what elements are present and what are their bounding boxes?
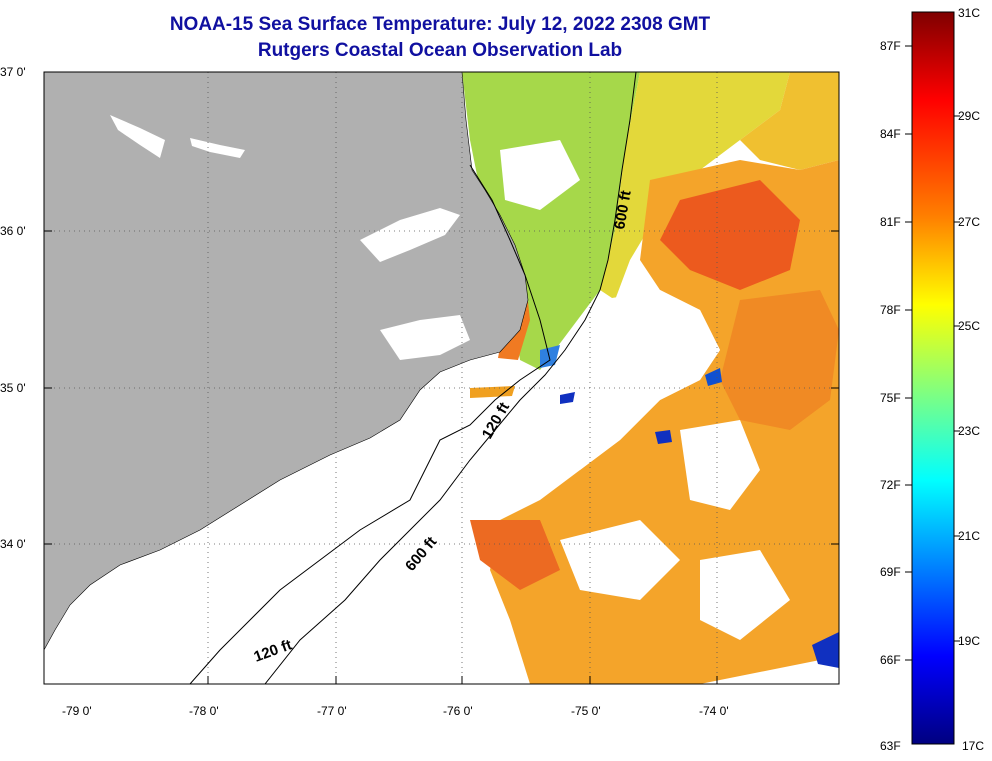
colorbar-label-78f: 78F xyxy=(880,303,901,317)
colorbar-label-81f: 81F xyxy=(880,215,901,229)
lat-label-34: 34 0' xyxy=(0,537,26,551)
lon-label-74: -74 0' xyxy=(699,704,729,718)
colorbar-label-72f: 72F xyxy=(880,478,901,492)
colorbar-label-25c: 25C xyxy=(958,319,981,333)
lat-label-35: 35 0' xyxy=(0,381,26,395)
lon-label-75: -75 0' xyxy=(571,704,601,718)
lat-lon-grid xyxy=(44,72,839,684)
colorbar-label-69f: 69F xyxy=(880,565,901,579)
bathymetry-contours xyxy=(189,72,637,684)
colorbar-label-23c: 23C xyxy=(958,424,981,438)
colorbar-label-27c: 27C xyxy=(958,215,981,229)
lon-label-78: -78 0' xyxy=(189,704,219,718)
sst-data-layer xyxy=(396,72,839,684)
lon-label-79: -79 0' xyxy=(62,704,92,718)
contour-label-600ft-north: 600 ft xyxy=(611,189,635,231)
colorbar-label-84f: 84F xyxy=(880,127,901,141)
colorbar-label-31c: 31C xyxy=(958,6,981,20)
colorbar-label-87f: 87F xyxy=(880,39,901,53)
colorbar-label-75f: 75F xyxy=(880,391,901,405)
map-border xyxy=(43,71,840,685)
map-subtitle: Rutgers Coastal Ocean Observation Lab xyxy=(257,40,623,61)
colorbar-label-17c: 17C xyxy=(962,739,985,753)
colorbar-label-29c: 29C xyxy=(958,109,981,123)
colorbar-label-66f: 66F xyxy=(880,653,901,667)
lon-label-77: -77 0' xyxy=(317,704,347,718)
colorbar-label-63f: 63F xyxy=(880,739,901,753)
lat-label-37: 37 0' xyxy=(0,65,26,79)
lat-label-36: 36 0' xyxy=(0,224,26,238)
colorbar-ticks xyxy=(905,45,960,661)
colorbar xyxy=(911,11,955,745)
map-title: NOAA-15 Sea Surface Temperature: July 12… xyxy=(169,14,711,35)
colorbar-label-19c: 19C xyxy=(958,634,981,648)
lon-label-76: -76 0' xyxy=(443,704,473,718)
land-mass xyxy=(44,72,529,651)
axis-ticks xyxy=(44,230,839,684)
colorbar-label-21c: 21C xyxy=(958,529,981,543)
